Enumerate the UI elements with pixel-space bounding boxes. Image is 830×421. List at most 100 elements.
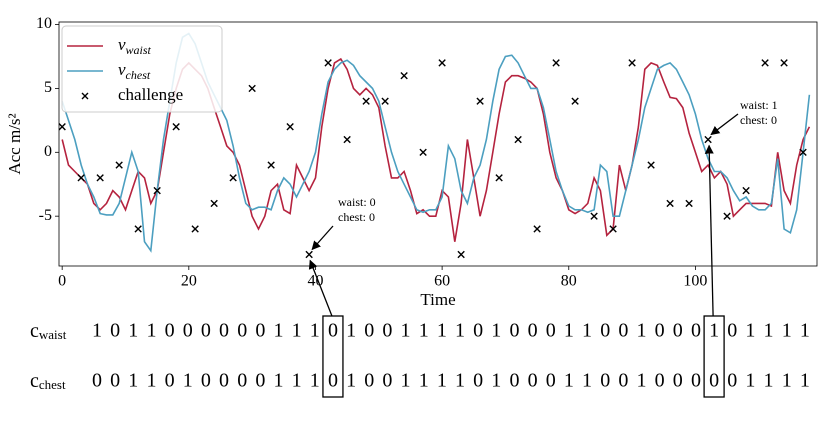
marker [305, 250, 313, 259]
sequence-bit: 1 [274, 370, 284, 392]
sequence-bit: 0 [473, 320, 483, 342]
marker [742, 186, 750, 195]
marker [362, 97, 370, 105]
sequence-bit: 0 [655, 370, 665, 392]
sequence-bit: 0 [328, 320, 338, 342]
sequence-bit: 0 [237, 320, 247, 342]
plot-frame [58, 21, 818, 267]
sequence-name: c [30, 370, 39, 392]
sequence-bit: 1 [401, 370, 411, 392]
marker [647, 161, 655, 169]
sequence-bit: 1 [346, 320, 356, 342]
sequence-bit: 1 [745, 320, 755, 342]
sequence-bit: 1 [419, 370, 429, 392]
sequence-bit: 1 [782, 320, 792, 342]
sequence-bit: 0 [201, 370, 211, 392]
sequence-bit: 0 [382, 370, 392, 392]
sequence-bit: 1 [274, 320, 284, 342]
x-tick-label: 0 [58, 273, 66, 290]
marker [115, 161, 123, 169]
sequence-bit: 0 [201, 320, 211, 342]
sequence-bit: 0 [528, 370, 538, 392]
sequence-bit: 0 [328, 370, 338, 392]
sequence-bit: 1 [437, 320, 447, 342]
sequence-bit: 1 [146, 370, 156, 392]
sequence-bit: 0 [655, 320, 665, 342]
sequence-bit: 1 [582, 320, 592, 342]
sequence-bit: 0 [509, 320, 519, 342]
sequence-bit: 1 [582, 370, 592, 392]
sequence-bit: 0 [546, 320, 556, 342]
x-tick-label: 60 [434, 273, 450, 290]
annotation-text: chest: 0 [740, 113, 777, 127]
sequence-bit: 1 [183, 370, 193, 392]
marker [533, 225, 541, 233]
sequence-bit: 0 [255, 320, 265, 342]
marker [59, 123, 66, 131]
sequence-bit: 0 [110, 370, 120, 392]
sequence-bit: 1 [92, 320, 102, 342]
sequence-bit: 1 [310, 370, 320, 392]
sequence-bit: 0 [528, 320, 538, 342]
sequence-bit: 1 [491, 320, 501, 342]
legend-name: v [118, 60, 126, 79]
marker [172, 123, 180, 131]
sequence-bit: 1 [292, 370, 302, 392]
sequence-bit: 0 [618, 320, 628, 342]
marker [96, 174, 104, 182]
annotation-text: waist: 0 [338, 195, 376, 209]
marker [286, 123, 294, 131]
sequence-bit: 1 [292, 320, 302, 342]
sequence-bit: 1 [146, 320, 156, 342]
sequence-bit: 1 [437, 370, 447, 392]
sequence-bit: 0 [600, 370, 610, 392]
marker [571, 97, 579, 105]
marker [324, 59, 332, 67]
sequence-bit: 1 [709, 320, 719, 342]
marker [476, 97, 484, 105]
sequence-bit: 0 [727, 370, 737, 392]
marker [77, 174, 85, 182]
sequence-bit: 1 [637, 320, 647, 342]
sequence-bit: 0 [727, 320, 737, 342]
sequence-bit: 1 [401, 320, 411, 342]
sequence-bit: 0 [219, 320, 229, 342]
marker [799, 148, 807, 156]
sequence-bit: 0 [110, 320, 120, 342]
sequence-bit: 0 [165, 370, 175, 392]
marker [419, 148, 427, 156]
annotation-arrow [311, 225, 334, 251]
sequence-bit: 0 [600, 320, 610, 342]
marker [704, 135, 712, 144]
marker [248, 84, 256, 93]
sequence-bit: 0 [382, 320, 392, 342]
y-tick-label: 10 [36, 15, 52, 32]
sequence-bit: 1 [764, 370, 774, 392]
x-tick-label: 100 [683, 273, 707, 290]
sequence-bit: 1 [455, 320, 465, 342]
annotation-text: waist: 1 [740, 98, 778, 112]
sequence-bit: 1 [800, 370, 810, 392]
sequence-label: cchest [30, 370, 66, 392]
marker [723, 212, 731, 220]
sequence-bit: 0 [165, 320, 175, 342]
marker [229, 174, 237, 182]
x-axis-label: Time [420, 290, 455, 309]
sequence-bit: 1 [782, 370, 792, 392]
legend-subscript: waist [126, 43, 152, 57]
marker [210, 199, 218, 208]
highlight-box [322, 315, 344, 398]
marker [780, 59, 788, 67]
sequence-bit: 1 [419, 320, 429, 342]
sequence-name: c [30, 320, 39, 342]
sequence-bit: 1 [564, 320, 574, 342]
marker [552, 59, 560, 67]
legend-subscript: chest [126, 68, 151, 82]
annotation-text: chest: 0 [338, 210, 375, 224]
legend-name: challenge [118, 85, 183, 104]
marker [495, 174, 503, 182]
marker [267, 161, 275, 169]
marker [153, 186, 161, 195]
marker [628, 59, 636, 67]
